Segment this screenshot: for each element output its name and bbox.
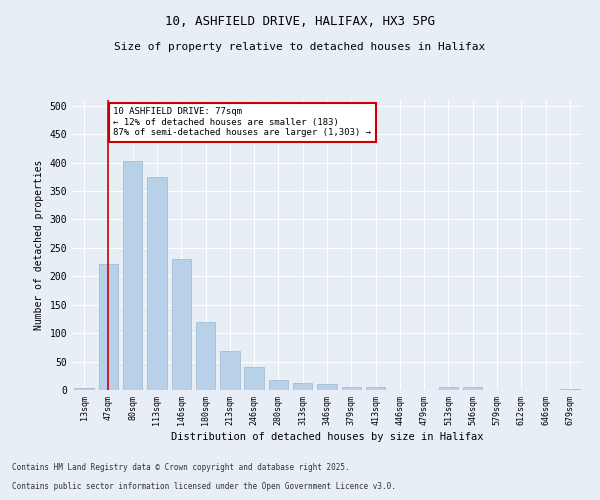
Bar bbox=[317, 384, 337, 390]
Bar bbox=[172, 259, 191, 390]
Text: Contains public sector information licensed under the Open Government Licence v3: Contains public sector information licen… bbox=[12, 482, 396, 491]
Text: Contains HM Land Registry data © Crown copyright and database right 2025.: Contains HM Land Registry data © Crown c… bbox=[12, 464, 350, 472]
Bar bbox=[439, 387, 458, 390]
Text: Distribution of detached houses by size in Halifax: Distribution of detached houses by size … bbox=[171, 432, 483, 442]
Bar bbox=[244, 368, 264, 390]
Bar bbox=[463, 387, 482, 390]
Bar bbox=[220, 351, 239, 390]
Y-axis label: Number of detached properties: Number of detached properties bbox=[34, 160, 44, 330]
Text: 10, ASHFIELD DRIVE, HALIFAX, HX3 5PG: 10, ASHFIELD DRIVE, HALIFAX, HX3 5PG bbox=[165, 15, 435, 28]
Bar bbox=[269, 380, 288, 390]
Bar bbox=[123, 161, 142, 390]
Bar bbox=[366, 386, 385, 390]
Bar bbox=[341, 386, 361, 390]
Bar bbox=[293, 382, 313, 390]
Text: Size of property relative to detached houses in Halifax: Size of property relative to detached ho… bbox=[115, 42, 485, 52]
Bar bbox=[147, 177, 167, 390]
Bar bbox=[99, 264, 118, 390]
Bar bbox=[74, 388, 94, 390]
Bar bbox=[196, 322, 215, 390]
Text: 10 ASHFIELD DRIVE: 77sqm
← 12% of detached houses are smaller (183)
87% of semi-: 10 ASHFIELD DRIVE: 77sqm ← 12% of detach… bbox=[113, 108, 371, 137]
